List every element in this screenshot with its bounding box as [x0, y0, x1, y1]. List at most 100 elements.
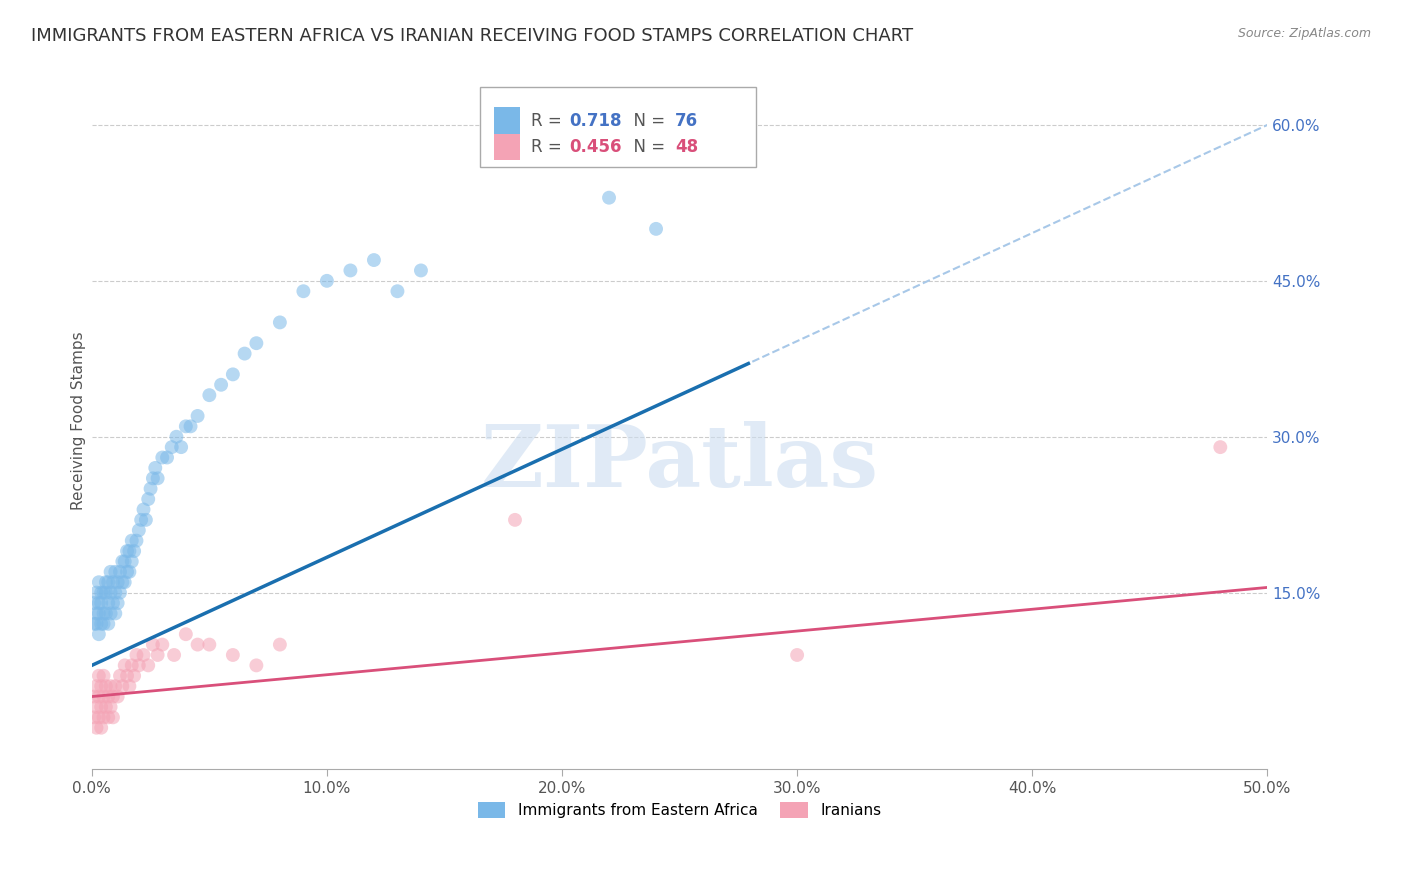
Point	[143, 461, 166, 475]
Legend: Immigrants from Eastern Africa, Iranians: Immigrants from Eastern Africa, Iranians	[472, 797, 887, 824]
Point	[118, 544, 141, 558]
Point	[104, 679, 127, 693]
Point	[156, 450, 179, 465]
Point	[125, 648, 148, 662]
Point	[93, 669, 115, 683]
Point	[316, 274, 339, 288]
Point	[222, 368, 245, 382]
Point	[121, 533, 143, 548]
Point	[111, 575, 134, 590]
Point	[160, 440, 183, 454]
Point	[107, 575, 129, 590]
Point	[118, 679, 141, 693]
Point	[122, 544, 145, 558]
Text: IMMIGRANTS FROM EASTERN AFRICA VS IRANIAN RECEIVING FOOD STAMPS CORRELATION CHAR: IMMIGRANTS FROM EASTERN AFRICA VS IRANIA…	[31, 27, 912, 45]
Point	[90, 585, 112, 599]
Point	[339, 263, 361, 277]
Point	[87, 627, 110, 641]
Text: R =: R =	[531, 138, 568, 156]
Point	[94, 585, 117, 599]
Point	[90, 679, 112, 693]
Point	[94, 679, 117, 693]
Point	[187, 638, 209, 652]
Point	[198, 638, 221, 652]
Point	[87, 575, 110, 590]
Point	[115, 544, 138, 558]
Point	[132, 648, 155, 662]
Point	[503, 513, 526, 527]
Point	[115, 565, 138, 579]
Point	[129, 513, 152, 527]
Point	[86, 585, 108, 599]
Point	[93, 690, 115, 704]
Point	[125, 533, 148, 548]
Text: 0.456: 0.456	[569, 138, 621, 156]
Point	[128, 658, 150, 673]
Text: 76: 76	[675, 112, 697, 129]
Point	[387, 284, 409, 298]
Point	[101, 596, 124, 610]
Y-axis label: Receiving Food Stamps: Receiving Food Stamps	[72, 332, 86, 510]
Point	[86, 700, 108, 714]
Point	[114, 554, 136, 568]
Point	[101, 710, 124, 724]
Point	[165, 430, 187, 444]
Point	[94, 700, 117, 714]
Point	[108, 565, 131, 579]
Point	[107, 596, 129, 610]
Point	[409, 263, 432, 277]
Point	[121, 554, 143, 568]
Point	[146, 648, 169, 662]
Text: 48: 48	[675, 138, 697, 156]
Point	[132, 502, 155, 516]
Point	[115, 669, 138, 683]
Point	[87, 710, 110, 724]
Point	[233, 346, 256, 360]
Point	[111, 554, 134, 568]
Point	[187, 409, 209, 423]
Text: 0.718: 0.718	[569, 112, 621, 129]
Point	[245, 336, 267, 351]
Point	[209, 377, 232, 392]
Point	[128, 523, 150, 537]
Point	[136, 492, 159, 507]
Point	[150, 638, 173, 652]
Point	[100, 565, 122, 579]
Text: ZIPatlas: ZIPatlas	[481, 421, 879, 505]
Point	[97, 596, 120, 610]
Point	[135, 513, 157, 527]
Point	[1209, 440, 1232, 454]
Point	[86, 616, 108, 631]
Point	[170, 440, 193, 454]
Point	[87, 669, 110, 683]
Point	[150, 450, 173, 465]
Point	[83, 690, 105, 704]
Point	[87, 607, 110, 621]
Point	[111, 679, 134, 693]
Text: Source: ZipAtlas.com: Source: ZipAtlas.com	[1237, 27, 1371, 40]
Point	[104, 585, 127, 599]
Point	[101, 575, 124, 590]
Point	[90, 616, 112, 631]
Point	[104, 565, 127, 579]
Point	[142, 471, 165, 485]
FancyBboxPatch shape	[479, 87, 756, 167]
Text: N =: N =	[623, 112, 671, 129]
Point	[100, 607, 122, 621]
Point	[93, 710, 115, 724]
Point	[122, 669, 145, 683]
Text: N =: N =	[623, 138, 671, 156]
Point	[269, 638, 291, 652]
Point	[86, 607, 108, 621]
Point	[139, 482, 162, 496]
Point	[97, 616, 120, 631]
Point	[90, 721, 112, 735]
Point	[87, 690, 110, 704]
Point	[118, 565, 141, 579]
Point	[93, 585, 115, 599]
Point	[645, 222, 668, 236]
Point	[100, 700, 122, 714]
Point	[97, 575, 120, 590]
Point	[198, 388, 221, 402]
Point	[94, 575, 117, 590]
